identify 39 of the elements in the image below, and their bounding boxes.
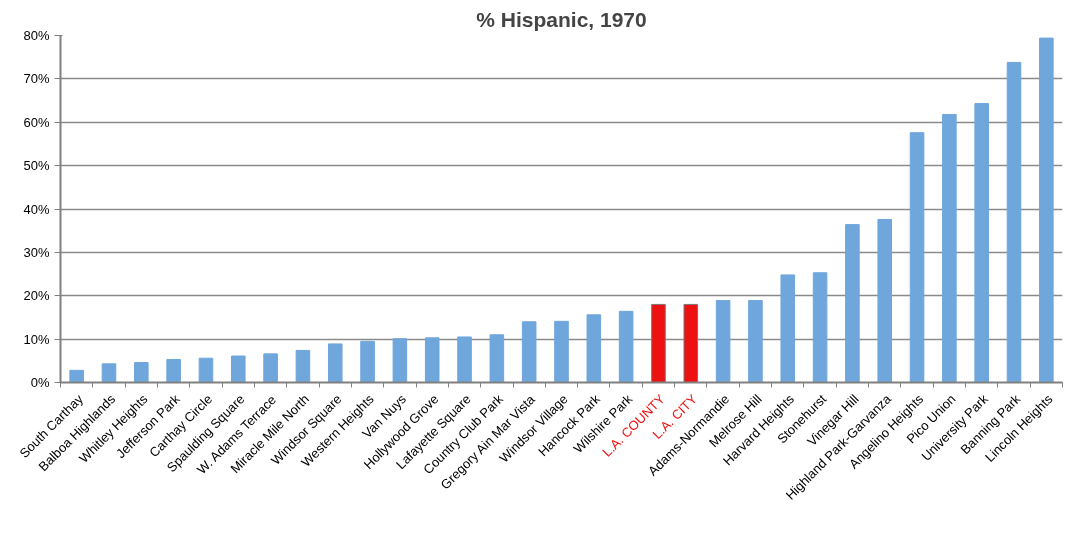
bar	[748, 300, 763, 383]
bar	[295, 349, 311, 383]
bar	[101, 363, 117, 383]
bar	[618, 310, 634, 383]
bar	[845, 224, 860, 383]
bar	[392, 338, 408, 383]
bar	[230, 355, 246, 383]
y-tick-label: 0%	[30, 375, 50, 390]
bar	[166, 359, 181, 383]
bar	[1039, 37, 1054, 383]
y-tick-label: 60%	[23, 114, 50, 130]
y-tick-label: 80%	[23, 28, 50, 43]
y-tick-label: 50%	[23, 158, 50, 174]
bar	[424, 337, 440, 383]
bar	[715, 300, 731, 383]
bar	[586, 314, 602, 383]
bar	[942, 113, 957, 383]
y-tick-label: 70%	[23, 71, 50, 87]
bar	[974, 103, 989, 383]
bar	[134, 362, 149, 383]
bar	[69, 369, 84, 383]
y-tick-label: 40%	[23, 201, 50, 217]
bar	[198, 357, 214, 383]
y-tick-label: 30%	[23, 244, 50, 260]
bar	[780, 274, 796, 383]
bar	[909, 132, 925, 383]
bar	[812, 272, 828, 383]
bar	[554, 320, 569, 383]
chart-title: % Hispanic, 1970	[476, 7, 647, 31]
bar	[489, 334, 505, 383]
bar	[263, 353, 278, 383]
bar	[877, 218, 893, 383]
bar	[327, 343, 343, 383]
bar	[457, 336, 472, 383]
bar	[521, 321, 537, 383]
bar	[1006, 61, 1022, 383]
y-tick-label: 20%	[23, 288, 50, 304]
y-tick-label: 10%	[23, 331, 50, 347]
bar	[360, 340, 375, 383]
